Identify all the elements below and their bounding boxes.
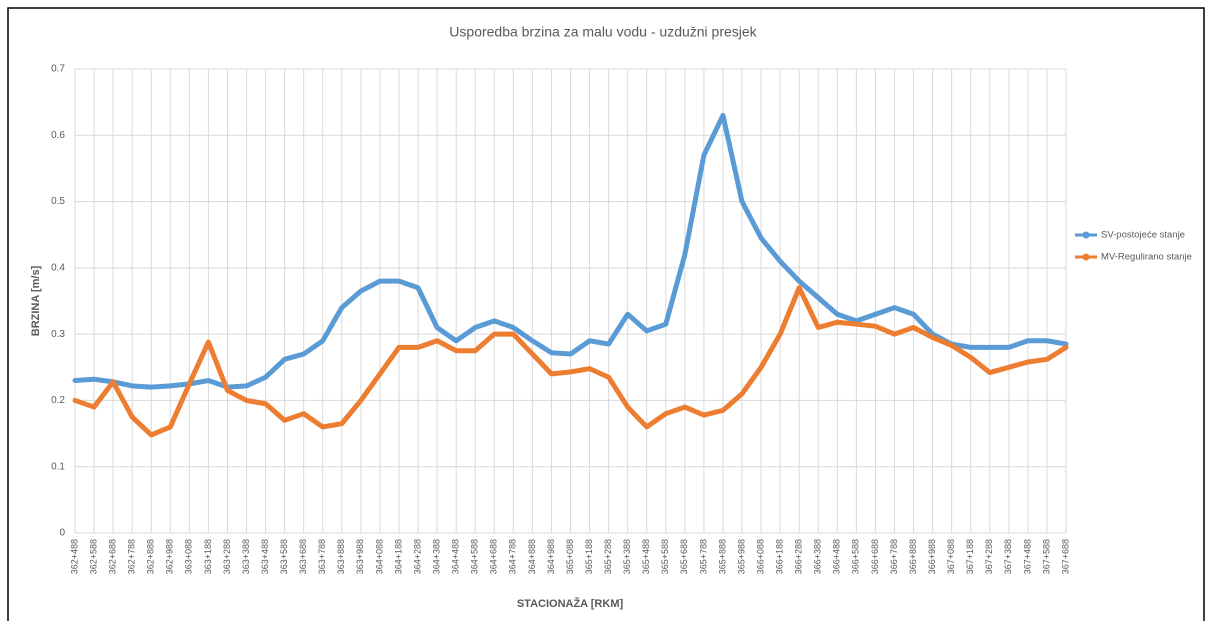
x-tick-label: 365+888 bbox=[717, 539, 727, 574]
x-tick-label: 366+288 bbox=[794, 539, 804, 574]
chart-title: Usporedba brzina za malu vodu - uzdužni … bbox=[449, 24, 757, 40]
x-tick-label: 364+288 bbox=[412, 539, 422, 574]
legend-label: SV-postojeće stanje bbox=[1101, 230, 1185, 241]
x-tick-label: 362+988 bbox=[165, 539, 175, 574]
x-tick-label: 364+688 bbox=[489, 539, 499, 574]
x-tick-label: 363+888 bbox=[336, 539, 346, 574]
y-tick-label: 0.7 bbox=[51, 64, 65, 75]
y-tick-label: 0.3 bbox=[51, 329, 65, 340]
y-tick-label: 0.5 bbox=[51, 196, 65, 207]
x-tick-label: 365+988 bbox=[736, 539, 746, 574]
legend-label: MV-Regulirano stanje bbox=[1101, 252, 1192, 263]
x-tick-label: 365+488 bbox=[641, 539, 651, 574]
line-series bbox=[72, 285, 1069, 438]
legend-marker bbox=[1082, 231, 1090, 239]
y-tick-label: 0.1 bbox=[51, 461, 65, 472]
x-tick-label: 367+088 bbox=[946, 539, 956, 574]
x-tick-label: 364+388 bbox=[431, 539, 441, 574]
x-tick-label: 367+488 bbox=[1022, 539, 1032, 574]
legend-marker bbox=[1082, 253, 1090, 261]
x-tick-label: 367+388 bbox=[1003, 539, 1013, 574]
x-tick-label: 364+888 bbox=[527, 539, 537, 574]
x-tick-label: 365+288 bbox=[603, 539, 613, 574]
x-tick-label: 365+388 bbox=[622, 539, 632, 574]
x-tick-label: 362+888 bbox=[146, 539, 156, 574]
x-tick-label: 366+088 bbox=[755, 539, 765, 574]
y-tick-label: 0.4 bbox=[51, 262, 65, 273]
y-tick-label: 0.2 bbox=[51, 395, 65, 406]
x-tick-label: 362+688 bbox=[107, 539, 117, 574]
x-tick-label: 364+988 bbox=[546, 539, 556, 574]
x-tick-label: 364+588 bbox=[470, 539, 480, 574]
x-tick-label: 365+188 bbox=[584, 539, 594, 574]
x-tick-label: 363+588 bbox=[279, 539, 289, 574]
x-tick-label: 366+788 bbox=[889, 539, 899, 574]
x-tick-label: 365+788 bbox=[698, 539, 708, 574]
x-tick-label: 363+788 bbox=[317, 539, 327, 574]
x-tick-label: 363+288 bbox=[222, 539, 232, 574]
x-tick-label: 364+488 bbox=[451, 539, 461, 574]
x-tick-label: 362+588 bbox=[88, 539, 98, 574]
chart-frame bbox=[7, 7, 1205, 626]
line-series bbox=[72, 112, 1069, 390]
x-axis-label: STACIONAŽA [RKM] bbox=[517, 597, 624, 610]
x-tick-label: 367+188 bbox=[965, 539, 975, 574]
x-tick-label: 365+688 bbox=[679, 539, 689, 574]
x-tick-label: 367+688 bbox=[1060, 539, 1070, 574]
x-tick-label: 364+188 bbox=[393, 539, 403, 574]
x-tick-label: 366+388 bbox=[813, 539, 823, 574]
x-tick-label: 366+988 bbox=[927, 539, 937, 574]
x-tick-label: 365+088 bbox=[565, 539, 575, 574]
x-tick-label: 365+588 bbox=[660, 539, 670, 574]
y-tick-label: 0.6 bbox=[51, 130, 65, 141]
x-tick-label: 362+788 bbox=[127, 539, 137, 574]
y-tick-label: 0 bbox=[59, 528, 65, 539]
x-tick-label: 363+088 bbox=[184, 539, 194, 574]
x-tick-label: 366+488 bbox=[832, 539, 842, 574]
x-tick-label: 366+588 bbox=[851, 539, 861, 574]
x-tick-label: 367+288 bbox=[984, 539, 994, 574]
x-tick-label: 366+888 bbox=[908, 539, 918, 574]
x-tick-label: 366+688 bbox=[870, 539, 880, 574]
x-tick-label: 363+188 bbox=[203, 539, 213, 574]
x-tick-label: 363+688 bbox=[298, 539, 308, 574]
x-tick-label: 363+488 bbox=[260, 539, 270, 574]
x-tick-label: 362+488 bbox=[69, 539, 79, 574]
x-tick-label: 367+588 bbox=[1041, 539, 1051, 574]
x-tick-label: 363+988 bbox=[355, 539, 365, 574]
x-tick-label: 366+188 bbox=[775, 539, 785, 574]
x-tick-label: 363+388 bbox=[241, 539, 251, 574]
x-tick-label: 364+788 bbox=[508, 539, 518, 574]
y-axis-label: BRZINA [m/s] bbox=[30, 265, 42, 336]
x-tick-label: 364+088 bbox=[374, 539, 384, 574]
